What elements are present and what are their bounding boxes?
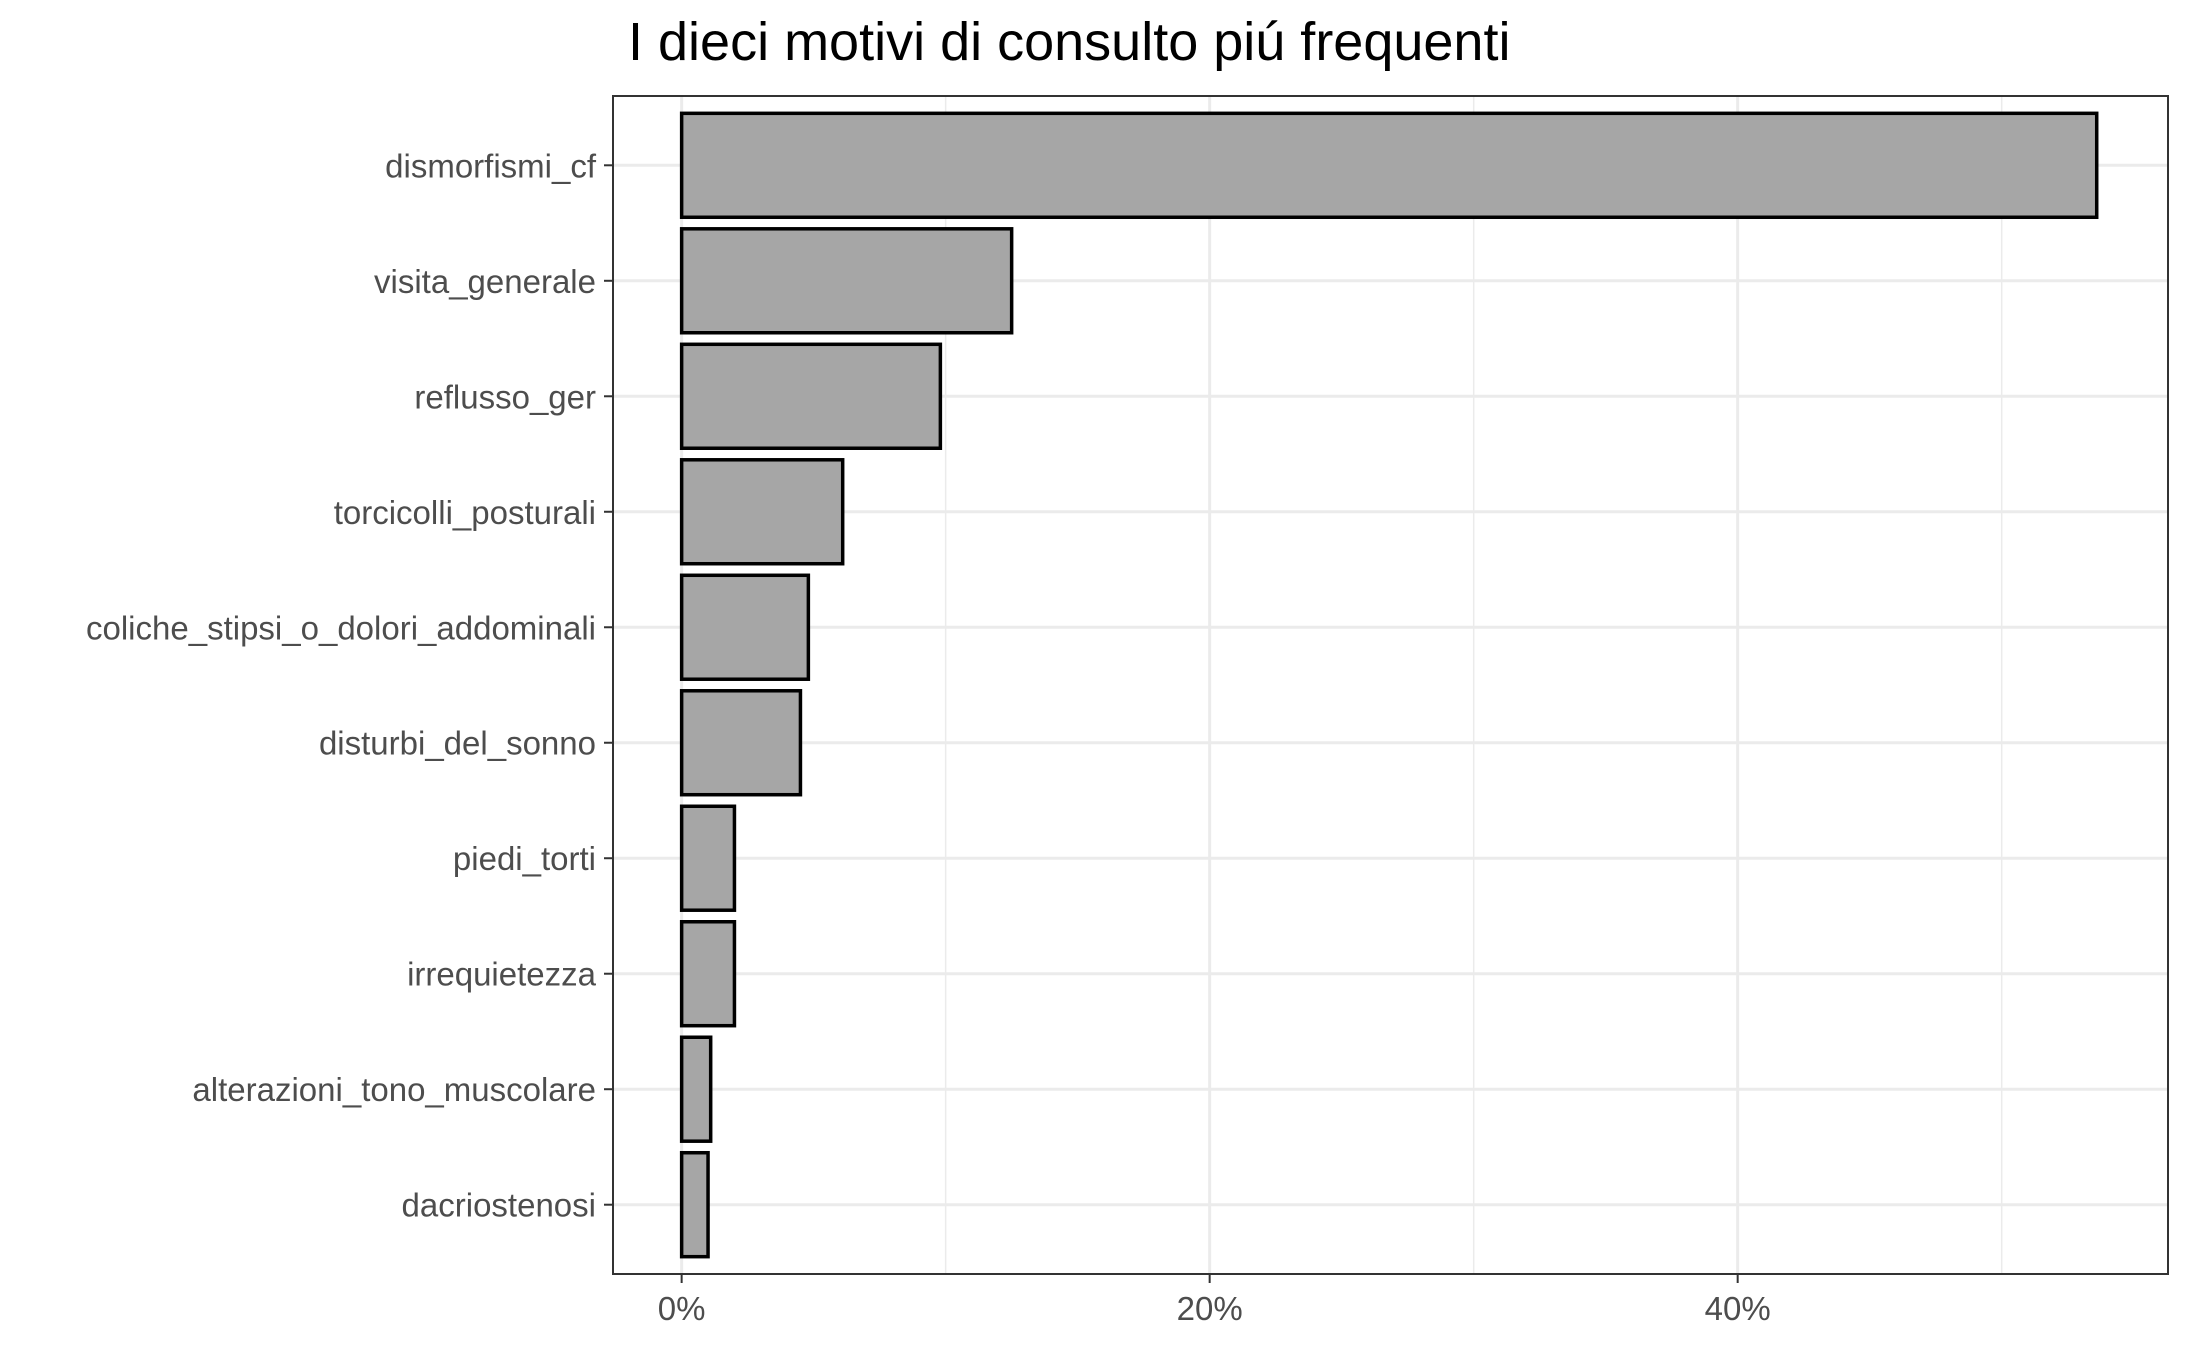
y-axis: dismorfismi_cf visita_generale reflusso_ge… <box>86 147 613 1224</box>
y-tick-label: dismorfismi_cf <box>385 147 597 184</box>
x-tick-label: 0% <box>658 1290 706 1327</box>
bar-irrequietezza <box>679 920 737 1028</box>
x-tick-label: 20% <box>1177 1290 1243 1327</box>
bar-coliche_stipsi_o_dolori_addominali <box>679 573 811 681</box>
grid <box>613 96 2168 1274</box>
bar-dismorfismi_cf <box>679 111 2099 220</box>
x-axis: 0% 20% 40% <box>658 1274 1771 1327</box>
x-tick-label: 40% <box>1705 1290 1771 1327</box>
y-tick-label: visita_generale <box>374 263 596 300</box>
bar-alterazioni_tono_muscolare <box>679 1035 713 1143</box>
y-tick-label: coliche_stipsi_o_dolori_addominali <box>86 609 596 646</box>
y-tick-label: torcicolli_posturali <box>334 494 596 531</box>
bars <box>679 111 2099 1259</box>
y-tick-label: irrequietezza <box>407 956 597 993</box>
bar-reflusso_ger <box>679 342 943 450</box>
bar-dacriostenosi <box>679 1150 710 1259</box>
y-tick-label: piedi_torti <box>453 840 596 877</box>
y-tick-label: disturbi_del_sonno <box>319 725 596 762</box>
bar-torcicolli_posturali <box>679 458 845 566</box>
y-tick-label: alterazioni_tono_muscolare <box>192 1071 596 1108</box>
y-tick-label: reflusso_ger <box>414 378 596 415</box>
y-tick-label: dacriostenosi <box>402 1187 596 1224</box>
bar-visita_generale <box>679 227 1014 335</box>
plot-panel-border <box>612 95 2169 1275</box>
chart-title: I dieci motivi di consulto piú frequenti <box>628 12 1510 72</box>
bar-disturbi_del_sonno <box>679 689 803 797</box>
bar-piedi_torti <box>679 804 737 912</box>
